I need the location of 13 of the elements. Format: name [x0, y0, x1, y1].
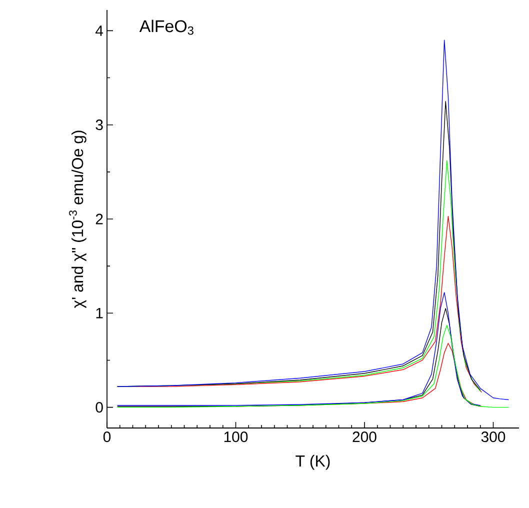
annotation: AlFeO$_{3}$: [139, 20, 194, 35]
y-tick-label: 2: [96, 214, 103, 224]
x-tick-label: 0: [103, 432, 111, 442]
x-tick-label: 200: [352, 432, 376, 442]
x-tick-label: 100: [224, 432, 248, 442]
y-tick-label: 3: [96, 120, 103, 130]
line-series: [116, 325, 510, 408]
y-axis-title: χ' and χ" (10$^{-3}$ emu/Oe g): [68, 130, 86, 308]
x-axis-title: T (K): [296, 454, 330, 470]
y-tick-label: 4: [96, 26, 104, 36]
y-tick-label: 0: [96, 402, 103, 413]
x-tick-label: 300: [481, 432, 506, 442]
y-tick-label: 1: [96, 308, 103, 318]
